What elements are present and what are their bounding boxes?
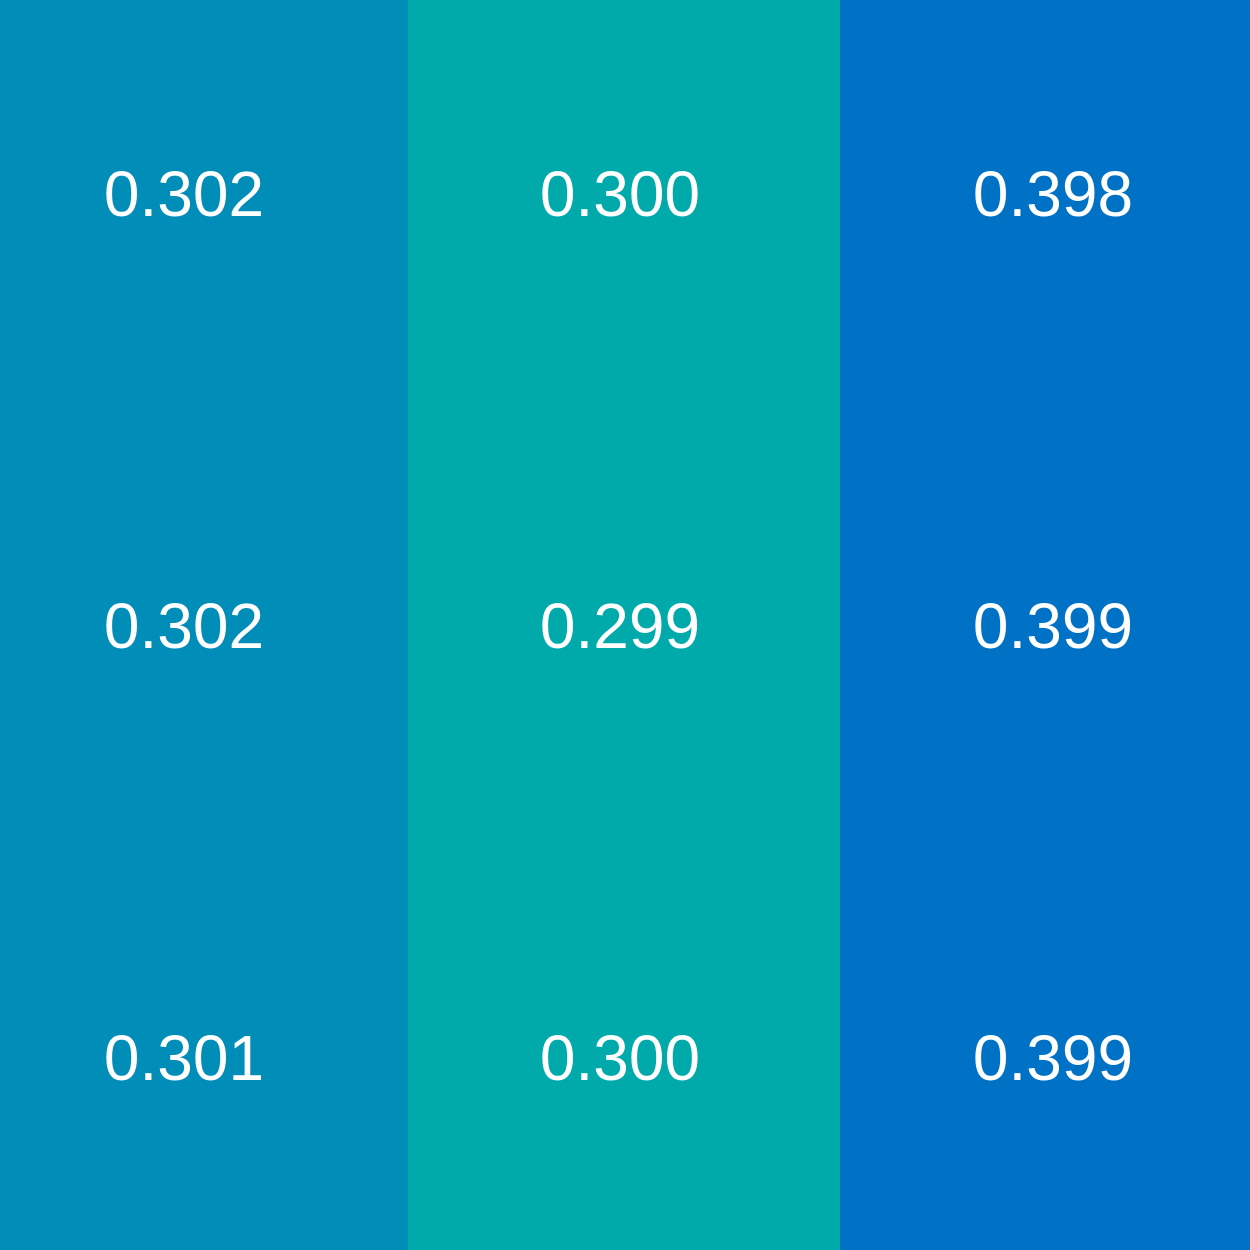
cell-1-2: 0.300 bbox=[539, 158, 701, 230]
column-1: 0.302 0.302 0.301 bbox=[0, 0, 408, 1250]
cell-1-1: 0.302 bbox=[103, 158, 265, 230]
cell-2-1: 0.302 bbox=[103, 590, 265, 662]
column-3: 0.398 0.399 0.399 bbox=[840, 0, 1250, 1250]
cell-2-3: 0.399 bbox=[972, 590, 1134, 662]
cell-1-3: 0.398 bbox=[972, 158, 1134, 230]
cell-2-2: 0.299 bbox=[539, 590, 701, 662]
cell-3-2: 0.300 bbox=[539, 1022, 701, 1094]
cell-3-3: 0.399 bbox=[972, 1022, 1134, 1094]
column-2: 0.300 0.299 0.300 bbox=[408, 0, 840, 1250]
cell-3-1: 0.301 bbox=[103, 1022, 265, 1094]
